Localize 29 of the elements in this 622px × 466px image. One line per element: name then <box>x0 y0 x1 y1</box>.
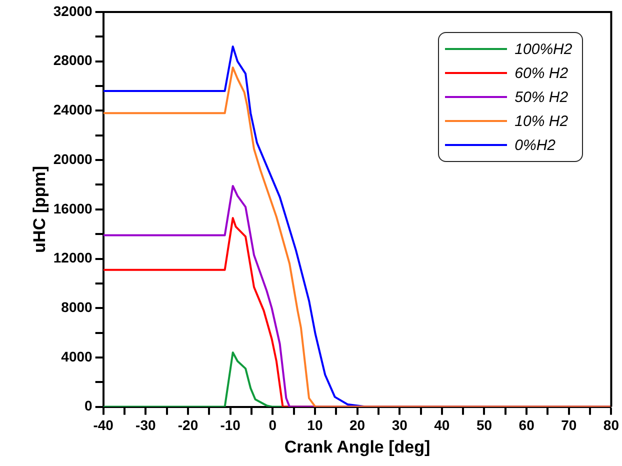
x-tick-label: 70 <box>561 417 577 434</box>
x-tick-label: 20 <box>349 417 366 434</box>
x-axis-title: Crank Angle [deg] <box>284 437 430 456</box>
y-tick-label: 0 <box>84 398 93 414</box>
x-tick-label: -10 <box>220 417 241 434</box>
legend-label: 100%H2 <box>514 40 572 58</box>
legend-label: 50% H2 <box>514 88 568 106</box>
x-tick-label: 0 <box>268 417 277 434</box>
y-tick-label: 32000 <box>53 2 93 19</box>
y-tick-label: 8000 <box>61 298 93 315</box>
y-tick-label: 4000 <box>61 348 93 364</box>
x-tick-label: -40 <box>93 417 114 434</box>
x-tick-label: 50 <box>476 417 492 434</box>
y-tick-label: 24000 <box>53 102 93 118</box>
x-tick-label: 30 <box>392 417 408 434</box>
y-tick-label: 28000 <box>53 52 93 68</box>
legend-label: 0%H2 <box>514 136 556 154</box>
legend-label: 60% H2 <box>514 64 568 82</box>
y-tick-label: 20000 <box>53 150 93 167</box>
x-tick-label: -20 <box>178 417 198 434</box>
y-tick-label: 16000 <box>53 200 93 216</box>
x-tick-label: -30 <box>136 417 156 434</box>
x-tick-label: 10 <box>307 417 323 434</box>
y-tick-label: 12000 <box>53 250 93 266</box>
y-axis-title: uHC [ppm] <box>30 166 49 253</box>
x-tick-label: 40 <box>434 417 450 434</box>
legend-label: 10% H2 <box>514 112 568 130</box>
x-tick-label: 60 <box>518 417 535 434</box>
x-tick-label: 80 <box>603 417 620 434</box>
